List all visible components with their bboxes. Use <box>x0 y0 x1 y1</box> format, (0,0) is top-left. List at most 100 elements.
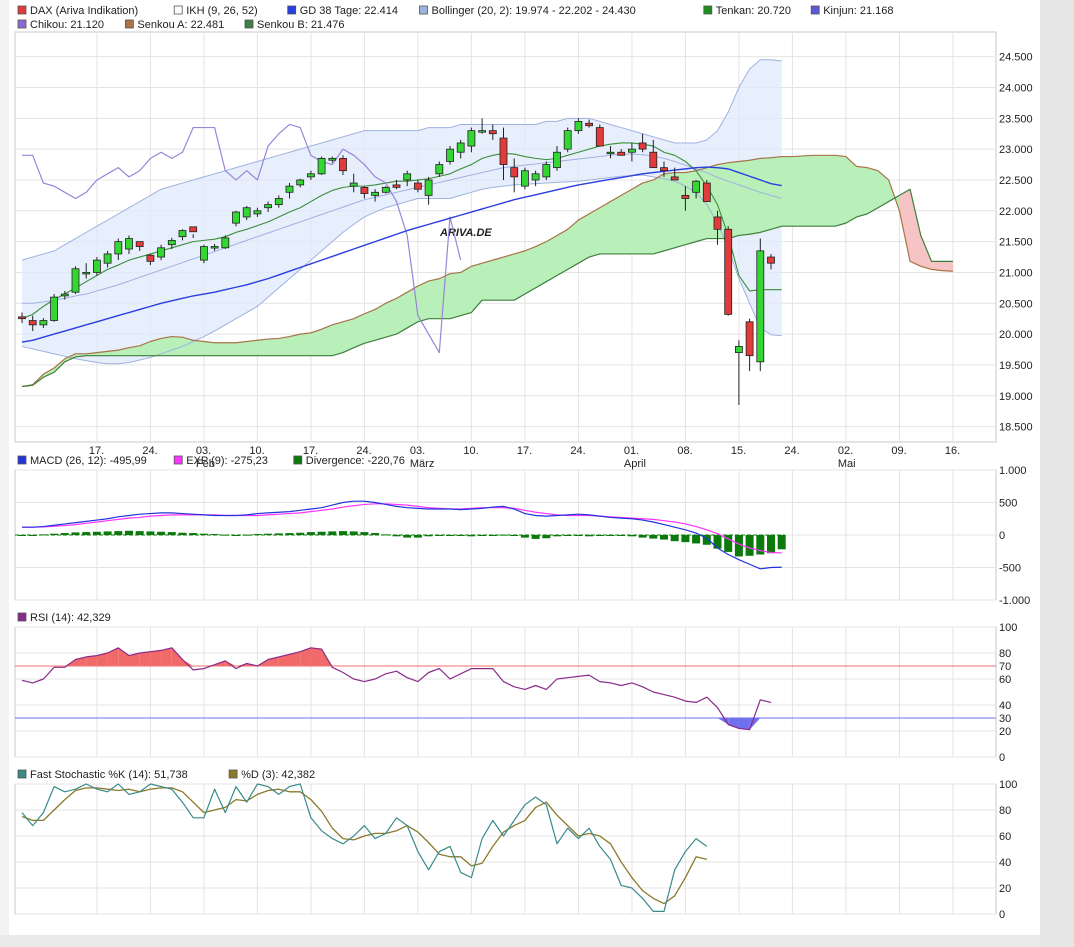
candle <box>114 238 123 261</box>
divergence-bar <box>135 531 144 535</box>
ichimoku-cloud-segment <box>770 156 782 230</box>
rsi-overbought-fill <box>96 653 108 666</box>
ichimoku-cloud-segment <box>620 188 633 255</box>
legend-swatch <box>17 19 27 29</box>
legend-label: Fast Stochastic %K (14): 51,738 <box>30 769 188 781</box>
candle-body <box>660 167 668 172</box>
legend-swatch <box>17 612 27 622</box>
candle <box>735 340 743 406</box>
divergence-bar <box>71 532 80 535</box>
y-tick-label: 0 <box>999 752 1005 764</box>
y-tick-label: 21.500 <box>999 237 1033 249</box>
candle <box>585 119 593 128</box>
ichimoku-cloud-segment <box>642 179 654 255</box>
candle <box>446 146 454 165</box>
divergence-bar <box>660 535 668 540</box>
candle <box>499 127 508 180</box>
candle <box>649 139 658 169</box>
candle-body <box>28 320 37 326</box>
x-tick-label: 10. <box>463 445 478 457</box>
candle-body <box>39 320 48 326</box>
y-tick-label: 0 <box>999 530 1005 542</box>
rsi-overbought-fill <box>86 655 97 666</box>
x-tick-label: 24. <box>142 445 157 457</box>
ichimoku-cloud-segment <box>599 201 611 255</box>
left-edge <box>0 0 9 947</box>
ichimoku-cloud-segment <box>449 272 461 320</box>
candle-body <box>756 250 765 363</box>
legend-label: Senkou B: 21.476 <box>257 19 344 31</box>
legend-label: MACD (26, 12): -495,99 <box>30 455 147 467</box>
divergence-bar <box>264 533 273 535</box>
rsi-oversold-fill <box>738 718 750 730</box>
divergence-bar <box>499 534 508 536</box>
candle <box>274 195 283 208</box>
candle-body <box>296 179 305 186</box>
stoch-k-line <box>21 783 708 912</box>
legend-swatch <box>703 5 713 15</box>
candle-body <box>735 346 743 354</box>
divergence-bar <box>649 535 658 539</box>
candle-body <box>221 237 230 249</box>
ichimoku-cloud-segment <box>246 339 258 356</box>
divergence-bar <box>435 535 444 536</box>
candle-body <box>242 207 251 218</box>
ichimoku-cloud-segment <box>524 246 536 295</box>
candle <box>221 235 230 250</box>
candle-body <box>478 130 487 133</box>
divergence-bar <box>424 535 433 537</box>
divergence-bar <box>467 535 476 537</box>
ichimoku-cloud-segment <box>503 253 515 301</box>
candle-body <box>456 142 465 153</box>
candle-body <box>606 151 615 155</box>
candle-body <box>306 173 315 178</box>
ichimoku-cloud-segment <box>332 321 344 357</box>
candle <box>628 142 636 162</box>
candle <box>232 210 240 227</box>
candle <box>242 205 251 221</box>
candle <box>531 170 540 187</box>
ichimoku-cloud-segment <box>257 338 269 356</box>
candle <box>146 253 155 266</box>
ichimoku-cloud-segment <box>513 250 526 301</box>
x-tick-label: 02. <box>838 445 853 457</box>
candle-body <box>360 186 369 194</box>
divergence-bar <box>478 535 487 536</box>
legend-label: %D (3): 42,382 <box>241 769 315 781</box>
panel-frame-3 <box>14 783 997 915</box>
candle-body <box>681 194 690 199</box>
legend-swatch <box>287 5 297 15</box>
divergence-bar <box>734 535 743 557</box>
divergence-bar <box>103 531 112 535</box>
candle <box>713 210 722 245</box>
candle <box>349 173 358 193</box>
divergence-bar <box>456 535 465 536</box>
divergence-bar <box>531 535 540 539</box>
rsi-overbought-fill <box>161 647 172 666</box>
candle-body <box>628 148 636 153</box>
x-tick-label: 17. <box>303 445 318 457</box>
candle <box>424 176 433 205</box>
candle <box>413 179 422 193</box>
candle <box>745 318 754 372</box>
candle-body <box>542 164 551 178</box>
y-tick-label: 500 <box>999 498 1017 510</box>
candle-body <box>553 151 561 169</box>
candle <box>285 183 294 199</box>
candle-body <box>595 127 604 147</box>
legend-swatch <box>17 5 27 15</box>
candle <box>574 118 583 134</box>
candle-body <box>339 157 347 172</box>
candle <box>371 189 380 202</box>
x-tick-label: 01. <box>624 445 639 457</box>
y-tick-label: 40 <box>999 700 1011 712</box>
candle <box>692 179 700 199</box>
ichimoku-cloud-segment <box>824 155 836 227</box>
x-tick-label: 03. <box>196 445 211 457</box>
ichimoku-cloud-segment <box>867 167 879 215</box>
divergence-bar <box>60 533 69 535</box>
divergence-bar <box>349 531 358 535</box>
divergence-bar <box>638 535 647 538</box>
macd-line <box>22 500 782 570</box>
y-tick-label: -1.000 <box>999 595 1030 607</box>
